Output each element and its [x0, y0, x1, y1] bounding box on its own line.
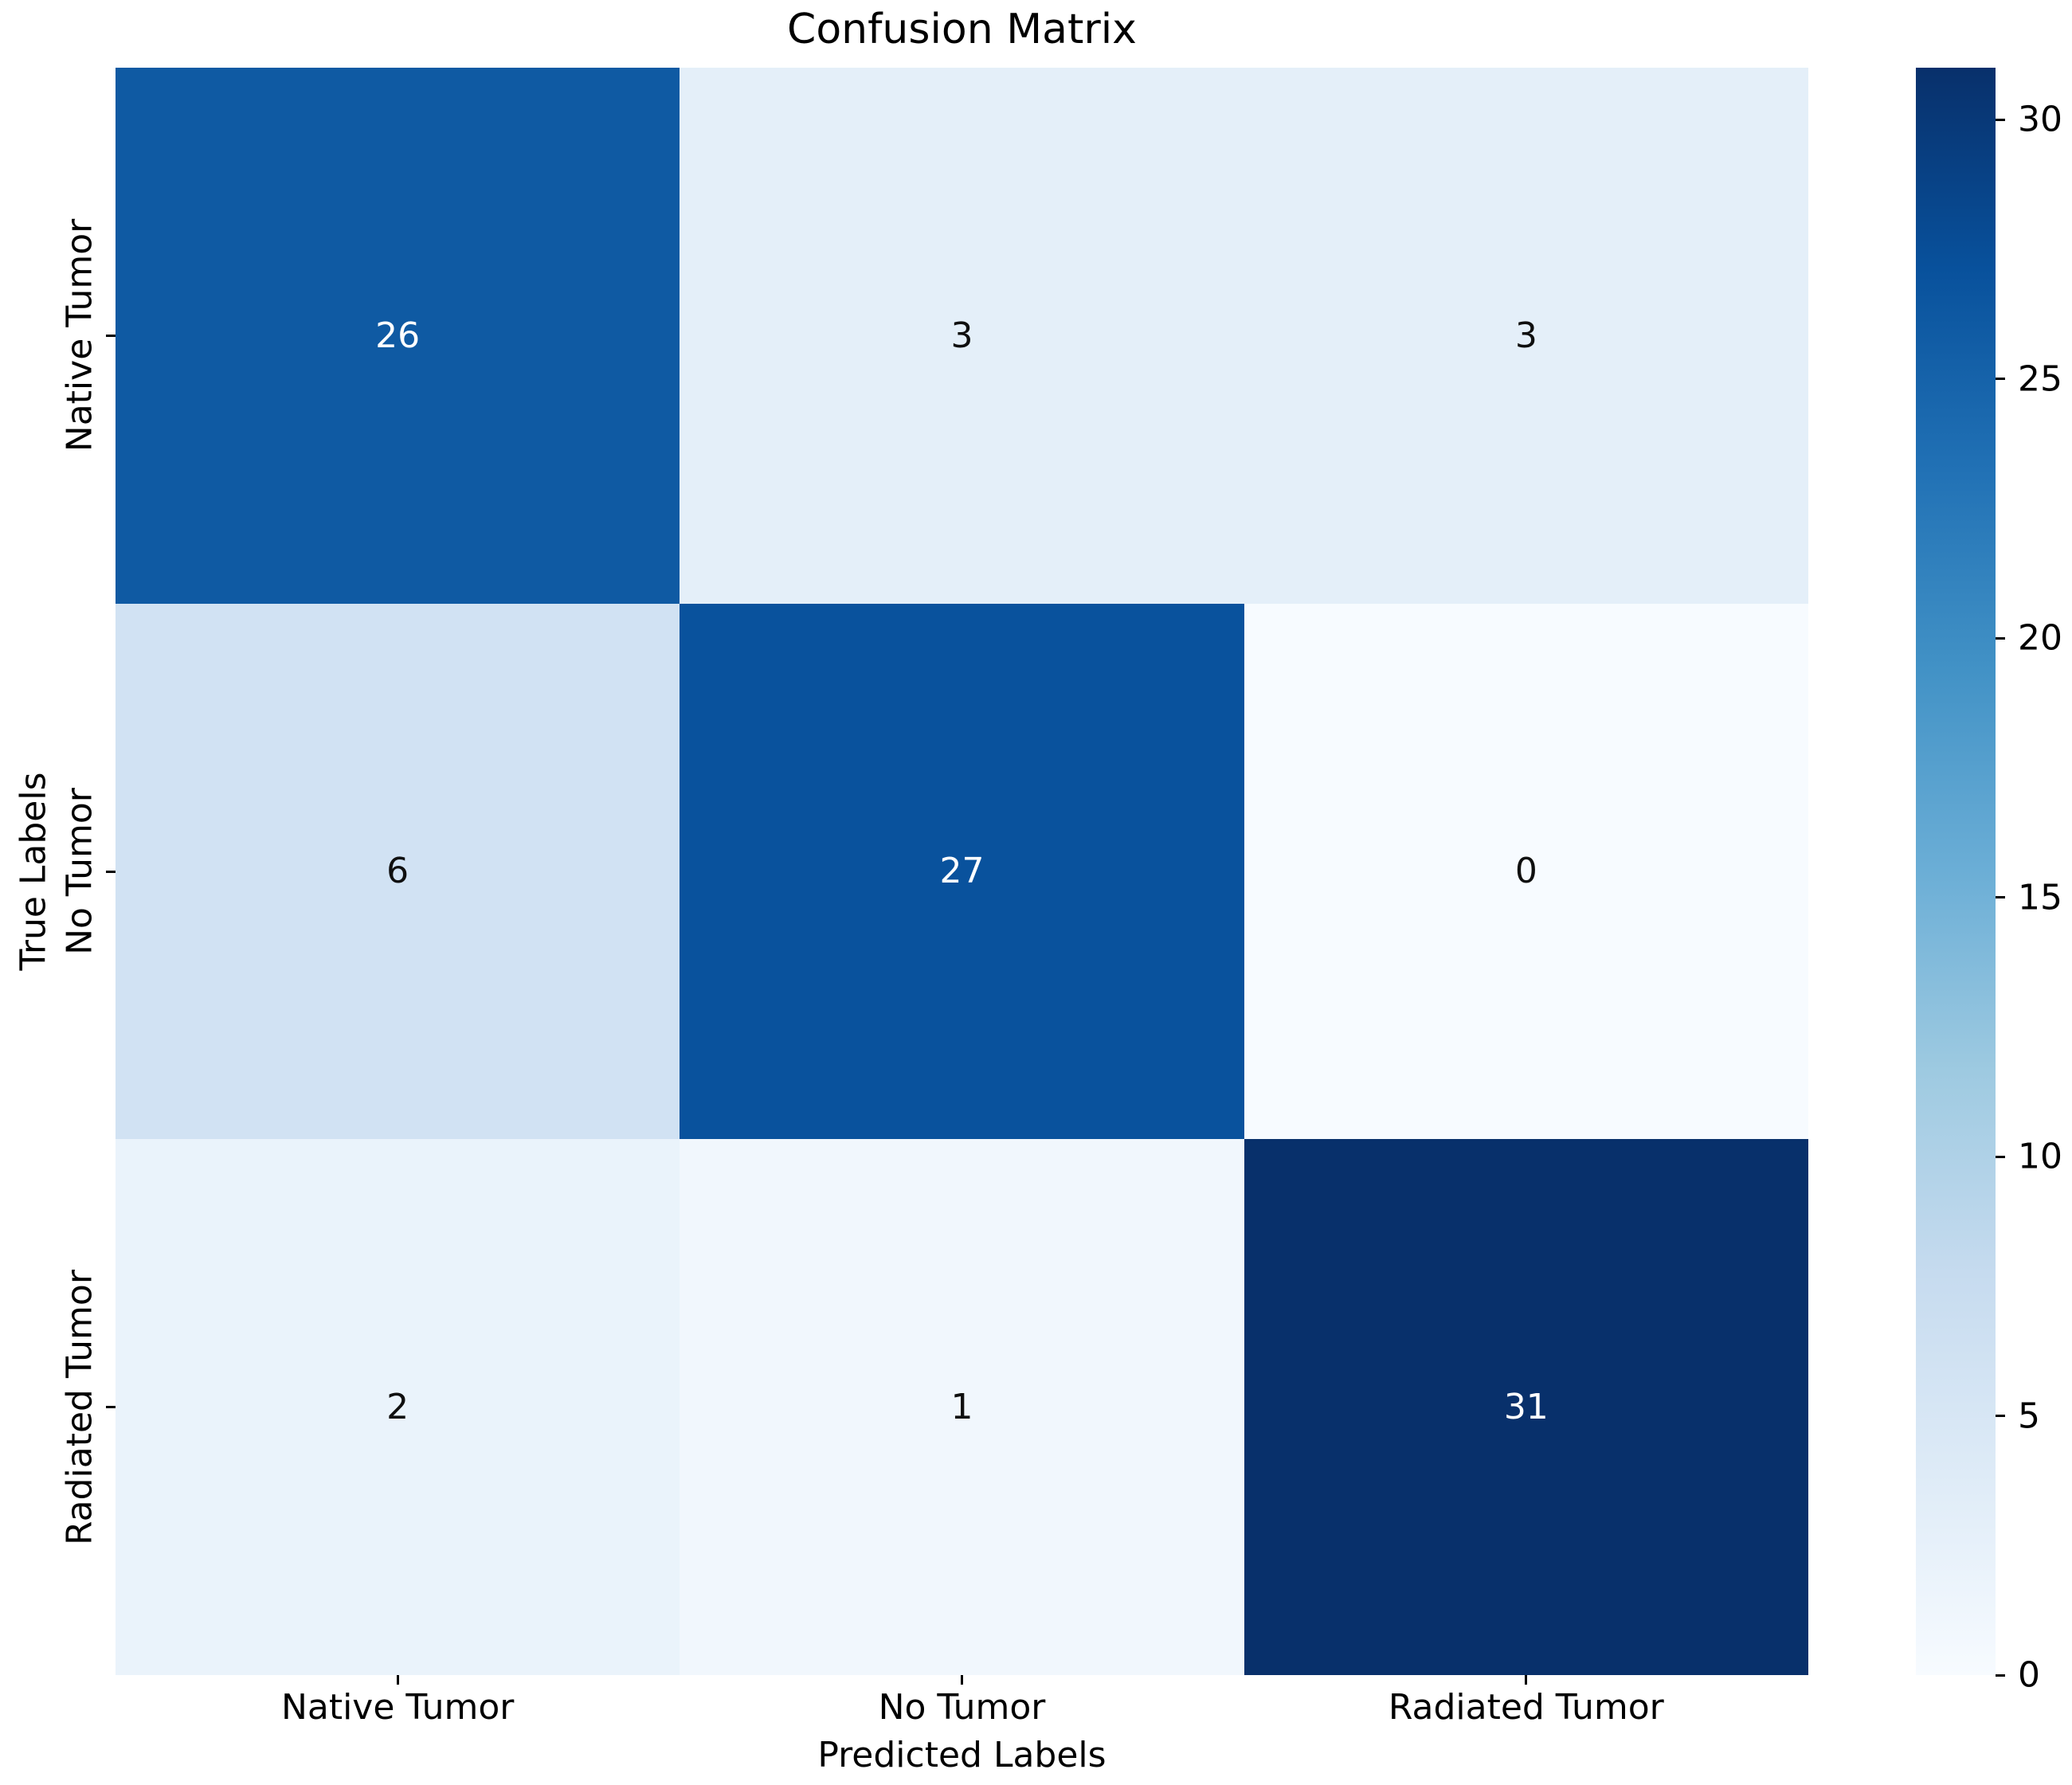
y-tick-label: Native Tumor [59, 219, 100, 452]
matrix-cell: 27 [680, 603, 1244, 1140]
x-tick-mark [961, 1675, 963, 1685]
cell-value: 31 [1503, 1387, 1549, 1428]
cell-value: 1 [950, 1387, 973, 1428]
colorbar-gradient [1916, 68, 1996, 1675]
x-tick-mark [1525, 1675, 1528, 1685]
y-tick-label: No Tumor [59, 788, 100, 955]
matrix-cell: 0 [1244, 603, 1808, 1140]
colorbar-tick-label: 20 [2018, 617, 2062, 659]
colorbar-tick-label: 25 [2018, 358, 2062, 400]
colorbar-tick-label: 30 [2018, 99, 2062, 140]
colorbar-tick-label: 15 [2018, 877, 2062, 918]
cell-value: 0 [1514, 851, 1537, 892]
cell-value: 26 [375, 315, 421, 356]
colorbar-tick-mark [1996, 1673, 2005, 1677]
x-tick-mark [396, 1675, 399, 1685]
colorbar-tick-mark [1996, 378, 2005, 381]
colorbar-tick-label: 5 [2018, 1396, 2040, 1437]
colorbar-tick-mark [1996, 896, 2005, 899]
cell-value: 3 [1514, 315, 1537, 356]
cell-value: 2 [386, 1387, 409, 1428]
y-axis-label: True Labels [13, 772, 54, 971]
matrix-cell: 3 [1244, 68, 1808, 604]
matrix-cell: 31 [1244, 1139, 1808, 1675]
y-tick-mark [106, 334, 116, 337]
x-tick-label: No Tumor [878, 1687, 1046, 1728]
colorbar-tick-mark [1996, 636, 2005, 640]
y-tick-label: Radiated Tumor [59, 1269, 100, 1545]
cell-value: 27 [939, 851, 985, 892]
x-tick-label: Native Tumor [280, 1687, 515, 1728]
colorbar-tick-label: 0 [2018, 1654, 2040, 1696]
colorbar-tick-mark [1996, 1155, 2005, 1158]
x-tick-label: Radiated Tumor [1388, 1687, 1664, 1728]
matrix-cell: 3 [680, 68, 1244, 604]
heatmap-grid: 26 3 3 6 27 0 2 1 31 [116, 68, 1808, 1675]
cell-value: 6 [386, 851, 409, 892]
colorbar-tick-label: 10 [2018, 1136, 2062, 1177]
chart-title: Confusion Matrix [787, 6, 1137, 53]
y-tick-mark [106, 1406, 116, 1409]
matrix-cell: 6 [116, 603, 680, 1140]
matrix-cell: 26 [116, 68, 680, 604]
colorbar-tick-mark [1996, 1415, 2005, 1418]
y-tick-mark [106, 870, 116, 873]
matrix-cell: 1 [680, 1139, 1244, 1675]
colorbar-tick-mark [1996, 118, 2005, 121]
matrix-cell: 2 [116, 1139, 680, 1675]
x-axis-label: Predicted Labels [817, 1735, 1107, 1775]
cell-value: 3 [950, 315, 973, 356]
